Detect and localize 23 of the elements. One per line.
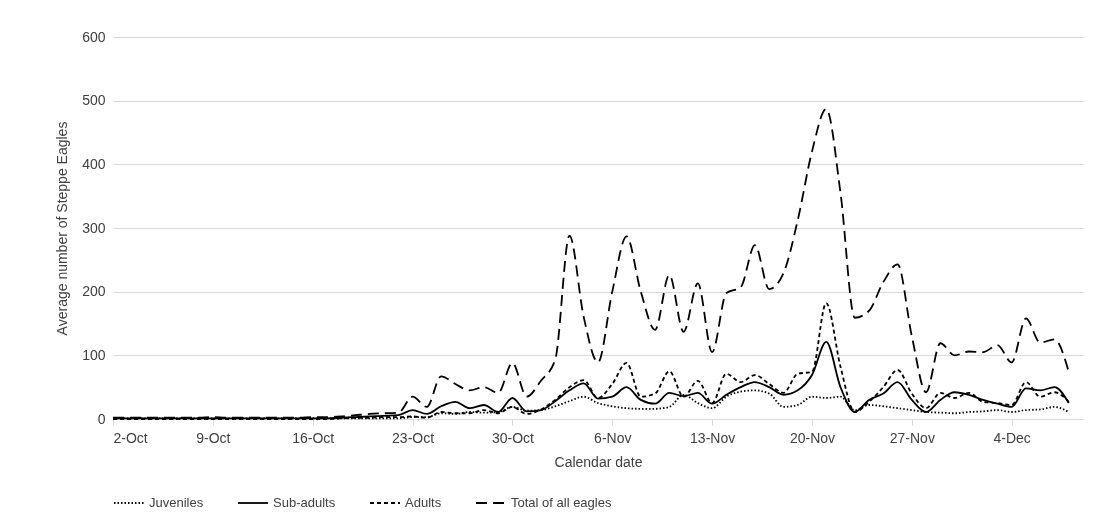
x-axis-title: Calendar date [554,453,643,470]
x-tick-label: 27-Nov [889,429,935,446]
y-tick-label: 0 [97,410,106,427]
x-tick-label: 2-Oct [113,429,148,446]
legend-label: Sub-adults [273,495,336,510]
x-tick-label: 9-Oct [196,429,231,446]
x-tick-label: 6-Nov [594,429,632,446]
legend-label: Total of all eagles [511,495,612,510]
y-tick-label: 500 [82,92,106,109]
legend-label: Juveniles [149,495,204,510]
y-tick-label: 100 [82,346,106,363]
y-tick-label: 300 [82,219,106,236]
x-tick-label: 30-Oct [491,429,535,446]
y-tick-label: 200 [82,283,106,300]
x-tick-label: 16-Oct [292,429,335,446]
y-tick-label: 600 [82,28,106,45]
x-tick-label: 13-Nov [690,429,736,446]
x-tick-label: 20-Nov [789,429,836,446]
x-tick-label: 4-Dec [993,429,1031,446]
x-tick-label: 23-Oct [392,429,435,446]
y-tick-label: 400 [82,155,106,172]
y-axis-title: Average number of Steppe Eagles [54,121,71,336]
legend-label: Adults [405,495,442,510]
